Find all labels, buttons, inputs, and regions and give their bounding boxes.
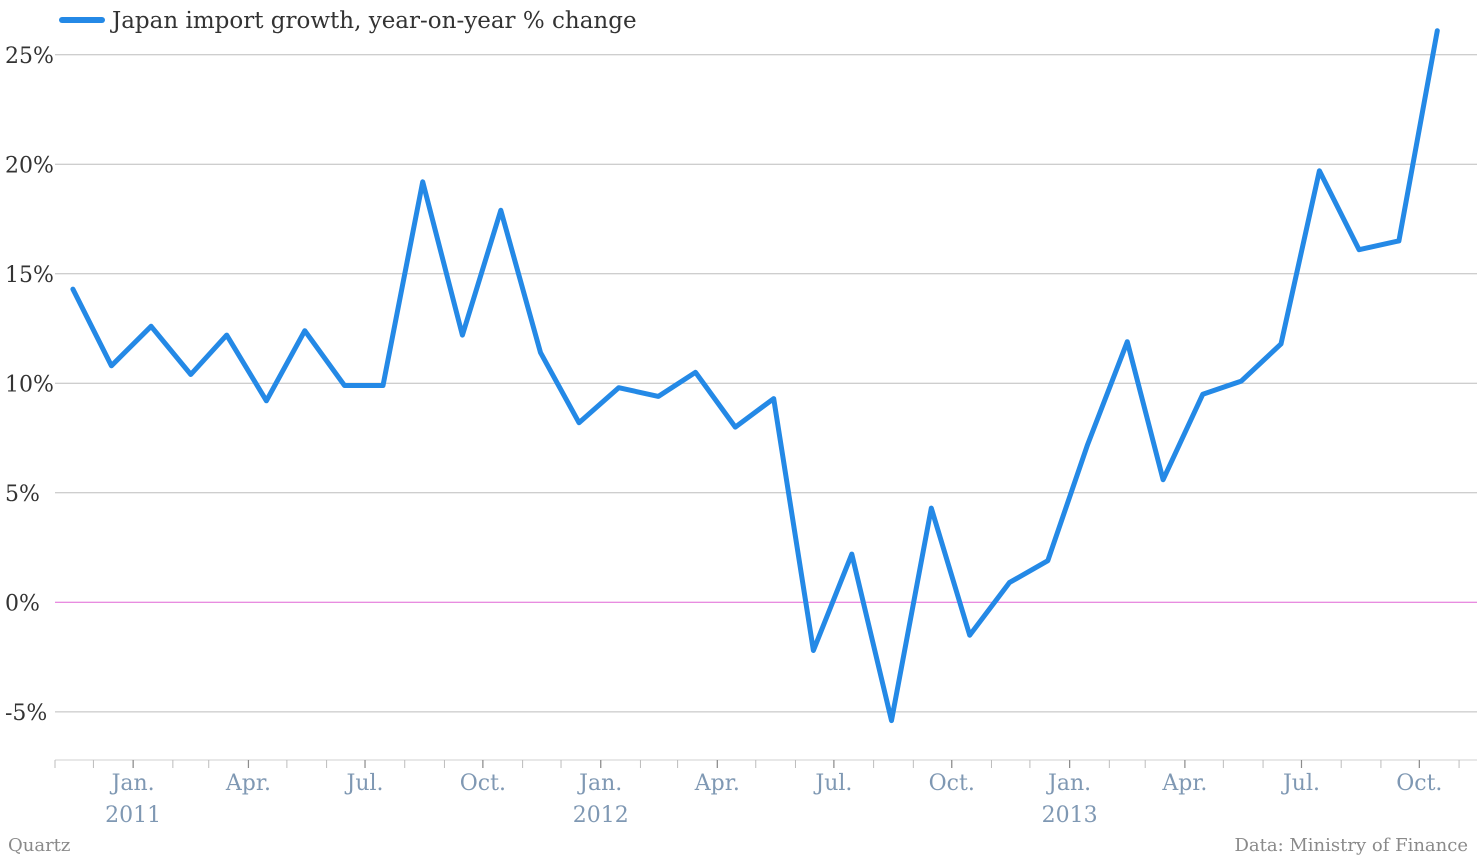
x-tick-label: Apr. (694, 771, 740, 796)
x-year-label: 2012 (573, 803, 629, 828)
legend-label: Japan import growth, year-on-year % chan… (110, 8, 637, 34)
x-year-label: 2011 (105, 803, 161, 828)
x-tick-label: Apr. (225, 771, 271, 796)
y-tick-label: 15% (5, 263, 54, 288)
x-tick-label: Jul. (813, 771, 852, 796)
x-axis-tick-labels: Jan. 2011 Apr. Jul. Oct. Jan. 2012 Apr. Jul. Oct.… (105, 760, 1442, 828)
x-tick-label: Apr. (1161, 771, 1207, 796)
y-tick-label: 10% (5, 372, 54, 397)
source-credit: Quartz (8, 835, 70, 856)
x-axis-minor-ticks (54, 760, 1460, 768)
x-tick-label: Jul. (345, 771, 384, 796)
x-tick-label: Jul. (1281, 771, 1320, 796)
y-tick-label: 5% (5, 482, 40, 507)
data-source: Data: Ministry of Finance (1234, 835, 1468, 856)
series-line (70, 28, 1440, 724)
y-gridlines (55, 54, 1477, 713)
x-tick-label: Jan. (1046, 771, 1091, 796)
chart-legend: Japan import growth, year-on-year % chan… (59, 8, 637, 34)
y-tick-label: 20% (5, 153, 54, 178)
x-tick-label: Jan. (110, 771, 155, 796)
x-tick-label: Oct. (929, 771, 975, 796)
x-tick-label: Jan. (577, 771, 622, 796)
y-tick-label: 0% (5, 591, 40, 616)
y-tick-label: 25% (5, 44, 54, 69)
y-axis-tick-labels: 25% 20% 15% 10% 5% 0% -5% (5, 44, 54, 726)
series-lines (70, 28, 1440, 724)
x-tick-label: Oct. (460, 771, 506, 796)
x-tick-label: Oct. (1396, 771, 1442, 796)
y-tick-label: -5% (5, 701, 47, 726)
x-year-label: 2013 (1042, 803, 1098, 828)
